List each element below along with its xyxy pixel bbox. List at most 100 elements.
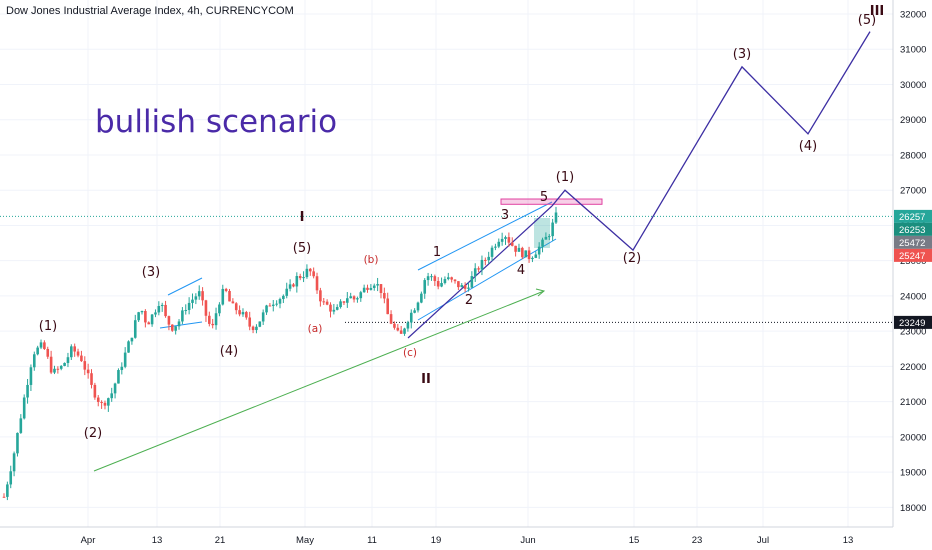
candle-body — [366, 287, 369, 290]
candle-body — [103, 402, 107, 406]
candle-body — [453, 279, 457, 282]
candle-body — [76, 351, 80, 356]
y-tick-label: 23000 — [900, 327, 926, 338]
candle-body — [544, 236, 548, 240]
wave-labels: (1) (2) (3) (4) (5) I (a) (b) (c) II 1 2 3 4 5 (1) (2) (3… — [39, 4, 884, 441]
wave-label: (c) — [403, 347, 417, 359]
candle-body — [356, 298, 359, 300]
candle-body — [137, 312, 140, 321]
wave3-channel-upper — [167, 277, 203, 296]
candle-body — [416, 302, 420, 311]
candle-body — [531, 257, 534, 260]
x-tick-label: Jul — [757, 535, 769, 546]
chart-title: Dow Jones Industrial Average Index, 4h, … — [6, 5, 294, 17]
candle-body — [342, 301, 346, 303]
wave-label: (5) — [293, 241, 311, 256]
candle-body — [507, 237, 511, 243]
candle-body — [268, 305, 272, 307]
candle-body — [238, 310, 241, 315]
candle-body — [443, 279, 447, 284]
wave-label: II — [421, 372, 431, 387]
x-tick-label: Jun — [520, 535, 535, 546]
candle-body — [346, 298, 349, 303]
candle-body — [133, 320, 137, 338]
candle-body — [423, 280, 427, 294]
y-tick-label: 20000 — [900, 432, 926, 443]
candle-body — [93, 384, 97, 398]
candle-body — [49, 356, 53, 373]
x-tick-label: 19 — [431, 535, 442, 546]
candle-body — [160, 304, 164, 307]
wave-label: III — [870, 4, 885, 19]
wave-label: 3 — [501, 208, 509, 223]
price-axis[interactable]: 1800019000200002100022000230002400025000… — [892, 0, 932, 527]
x-tick-label: 13 — [152, 535, 163, 546]
candle-body — [197, 291, 201, 297]
candle-body — [315, 276, 319, 291]
candle-body — [107, 398, 110, 406]
candle-body — [514, 245, 517, 252]
wave-label: (3) — [733, 47, 751, 62]
candle-body — [413, 310, 416, 313]
y-tick-label: 28000 — [900, 150, 926, 161]
candle-body — [399, 330, 403, 334]
candle-body — [83, 361, 87, 370]
candle-body — [9, 471, 13, 485]
candle-body — [403, 328, 406, 334]
candle-body — [521, 247, 524, 258]
wave-label: (a) — [308, 323, 323, 335]
x-tick-label: May — [296, 535, 314, 546]
candle-body — [534, 254, 538, 258]
wave-label: (b) — [364, 254, 379, 266]
candle-body — [282, 295, 285, 300]
channel-upper — [417, 201, 553, 271]
wave-segment — [407, 205, 553, 339]
chart-grid — [0, 0, 893, 527]
candle-body — [298, 276, 302, 279]
candle-body — [349, 296, 352, 299]
candle-body — [177, 321, 181, 327]
candle-body — [70, 346, 73, 358]
candle-body — [265, 305, 268, 313]
candle-body — [433, 276, 437, 282]
candle-body — [221, 288, 225, 305]
price-tag-label: 23249 — [899, 318, 925, 329]
price-tag-label: 26253 — [899, 225, 925, 236]
x-tick-label: 23 — [692, 535, 703, 546]
candle-body — [396, 327, 400, 331]
candle-body — [504, 237, 507, 239]
candle-body — [470, 276, 474, 288]
candle-body — [208, 315, 211, 324]
wave-label: (4) — [220, 344, 238, 359]
candle-body — [187, 302, 191, 311]
wave-label: (1) — [39, 319, 57, 334]
candle-body — [527, 250, 531, 260]
time-axis[interactable]: Apr 13 21 May 11 19 Jun 15 23 Jul 13 — [0, 526, 893, 546]
candle-body — [477, 268, 480, 270]
candle-body — [467, 287, 470, 289]
candle-body — [245, 312, 248, 318]
candle-body — [308, 268, 312, 272]
candle-body — [278, 299, 282, 304]
candle-body — [497, 241, 501, 247]
candle-body — [56, 368, 60, 370]
candle-body — [12, 453, 16, 472]
candlestick-series — [2, 206, 558, 501]
x-tick-label: 15 — [629, 535, 640, 546]
candle-body — [484, 259, 487, 261]
candle-body — [191, 299, 194, 303]
wave-label: (1) — [556, 170, 574, 185]
candle-body — [510, 242, 514, 246]
candle-body — [90, 373, 93, 385]
candle-body — [295, 276, 299, 287]
candle-body — [63, 362, 66, 366]
target-zone — [500, 198, 603, 205]
candle-body — [302, 277, 305, 279]
candle-body — [2, 496, 6, 498]
candle-body — [551, 222, 554, 237]
candle-body — [117, 370, 120, 384]
y-tick-label: 30000 — [900, 80, 926, 91]
candle-body — [46, 348, 50, 357]
candle-body — [170, 324, 174, 331]
